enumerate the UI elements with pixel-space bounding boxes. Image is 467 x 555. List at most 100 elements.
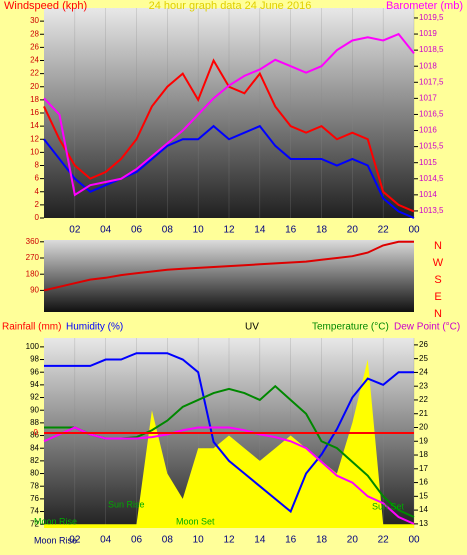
y-tick-label: 0 [35,213,40,222]
y2-tick-label: 23 [419,381,428,390]
y2-tick-label: 1016 [419,126,437,135]
y-tick-label: 82 [30,456,39,465]
y-tick-label: 180 [26,269,40,278]
y2-tick-label: 1017 [419,93,437,102]
y2-tick-label: 1017,5 [419,77,444,86]
x-tick-label: 04 [100,535,112,546]
y-tick-label: 4 [35,187,40,196]
y-tick-label: 18 [30,95,39,104]
y-tick-label: 96 [30,367,39,376]
y2-tick-label: 17 [419,464,428,473]
y-tick-label: 6 [35,174,40,183]
x-tick-label: 22 [378,535,390,546]
y2-tick-label: 19 [419,436,428,445]
y-tick-label: 360 [26,237,40,246]
y2-tick-label: 1019 [419,29,437,38]
compass-label: W [433,257,444,269]
y-tick-label: 86 [30,431,39,440]
y-tick-label: 16 [30,108,39,117]
y-tick-label: 270 [26,253,40,262]
axis-label: Humidity (%) [66,322,123,333]
series-line [43,124,415,219]
x-tick-label: 08 [162,225,174,236]
y-tick-label: 92 [30,393,39,402]
y-tick-label: 88 [30,418,39,427]
y2-tick-label: 1013,5 [419,206,444,215]
x-tick-label: 12 [223,225,235,236]
y-tick-label: 10 [30,147,39,156]
series-line [44,352,414,514]
annotation: Moon Set [176,516,215,526]
x-tick-label: 06 [131,535,143,546]
y-tick-label: 28 [30,29,39,38]
y-tick-label: 8 [35,161,40,170]
x-tick-label: 18 [316,535,328,546]
x-tick-label: 04 [100,225,112,236]
y-tick-label: 72 [30,519,39,528]
annotation: Sun Rise [108,499,145,509]
y-tick-label: 2 [35,200,40,209]
y2-tick-label: 1018,5 [419,45,444,54]
x-tick-label: 02 [69,225,81,236]
y-tick-label: 74 [30,507,39,516]
y2-tick-label: 16 [419,478,428,487]
compass-label: E [434,291,441,303]
axis-label: Dew Point (°C) [394,322,460,333]
y2-tick-label: 20 [419,423,428,432]
y3-tick-label: 0 [34,428,39,437]
y-tick-label: 12 [30,134,39,143]
axis-label: UV [245,322,259,333]
annotation: Moon Rise [34,535,77,545]
y-tick-label: 94 [30,380,39,389]
x-tick-label: 02 [69,535,81,546]
y2-tick-label: 25 [419,354,428,363]
x-tick-label: 00 [408,225,420,236]
uv-area [44,359,414,528]
x-tick-label: 06 [131,225,143,236]
y-tick-label: 80 [30,469,39,478]
x-tick-label: 10 [193,225,205,236]
y-tick-label: 30 [30,16,39,25]
y2-tick-label: 24 [419,368,428,377]
compass-label: S [434,274,441,286]
x-tick-label: 20 [347,225,359,236]
x-tick-label: 08 [162,535,174,546]
y2-tick-label: 21 [419,409,428,418]
panel-direction [44,240,414,312]
y2-tick-label: 1016,5 [419,110,444,119]
y-tick-label: 14 [30,121,39,130]
compass-label: N [434,308,442,320]
x-tick-label: 22 [378,225,390,236]
axis-label: Temperature (°C) [312,322,389,333]
y-tick-label: 26 [30,42,39,51]
annotation: Sun Set [372,501,405,511]
y2-tick-label: 1018 [419,61,437,70]
compass-label: N [434,240,442,252]
series-line [43,426,415,525]
y2-tick-label: 26 [419,340,428,349]
y2-tick-label: 1015 [419,158,437,167]
x-tick-label: 20 [347,535,359,546]
y2-tick-label: 1014 [419,190,437,199]
y-tick-label: 24 [30,56,39,65]
title: 24 hour graph data 24 June 2016 [149,0,312,12]
x-tick-label: 16 [285,535,297,546]
y2-tick-label: 1015,5 [419,142,444,151]
axis-label: Rainfall (mm) [2,322,61,333]
y2-tick-label: 18 [419,450,428,459]
y2-tick-label: 1019,5 [419,13,444,22]
wind-label: Windspeed (kph) [4,0,87,12]
baro-label: Barometer (mb) [386,0,463,12]
y2-tick-label: 13 [419,519,428,528]
x-tick-label: 18 [316,225,328,236]
y2-tick-label: 1014,5 [419,174,444,183]
x-tick-label: 10 [193,535,205,546]
y-tick-label: 22 [30,69,39,78]
x-tick-label: 14 [254,225,266,236]
y2-tick-label: 14 [419,505,428,514]
x-tick-label: 14 [254,535,266,546]
y-tick-label: 90 [30,405,39,414]
x-tick-label: 12 [223,535,235,546]
y-tick-label: 100 [26,342,40,351]
